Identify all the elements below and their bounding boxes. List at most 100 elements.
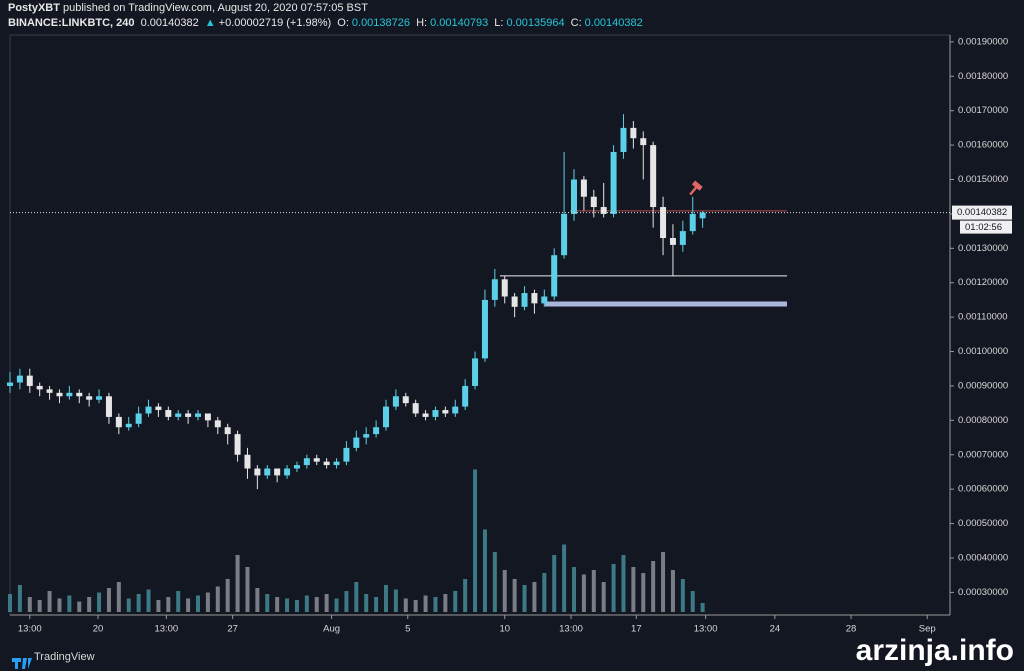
price-tag [952, 205, 1012, 220]
last-price: 0.00140382 [140, 17, 199, 29]
volume-bar [403, 598, 408, 612]
candle-body [432, 410, 439, 417]
x-tick-label: 27 [227, 624, 238, 635]
symbol-line: BINANCE:LINKBTC, 240 0.00140382 ▲ +0.0000… [8, 17, 646, 29]
volume-bar [482, 529, 487, 612]
tv-logo [12, 658, 32, 669]
volume-bar [304, 595, 309, 612]
candle-body [115, 416, 122, 428]
candle-body [333, 461, 340, 466]
close-label: C: [570, 17, 582, 29]
candle-body [580, 179, 587, 197]
volume-bar [265, 594, 270, 612]
volume-bar [581, 574, 586, 612]
y-tick-label: 0.00180000 [958, 71, 1008, 82]
volume-bar [205, 592, 210, 612]
candle-body [541, 296, 548, 304]
candle-body [303, 458, 310, 466]
candle-body [313, 458, 320, 462]
y-tick-label: 0.00190000 [958, 36, 1008, 47]
candle-body [699, 212, 706, 219]
volume-bar [492, 552, 497, 612]
volume-bar [572, 567, 576, 612]
y-tick-label: 0.00040000 [958, 552, 1008, 563]
y-tick-label: 0.00080000 [958, 415, 1008, 426]
x-tick-label: 13:00 [154, 624, 178, 635]
candle-body [214, 420, 221, 428]
candle-body [669, 237, 676, 245]
y-tick-label: 0.00050000 [958, 518, 1008, 529]
volume-bar [562, 544, 567, 612]
y-tick-label: 0.00030000 [958, 587, 1008, 598]
candle-body [135, 413, 142, 424]
candle-body [600, 207, 607, 214]
candle-body [472, 358, 479, 386]
x-tick-label: 17 [631, 624, 642, 635]
volume-bar [176, 591, 181, 612]
open-value: 0.00138726 [351, 17, 411, 29]
candle-body [501, 279, 508, 297]
watermark: arzinja.info [856, 634, 1014, 667]
volume-bar [37, 600, 42, 612]
publish-line: PostyXBT published on TradingView.com, Au… [8, 2, 371, 14]
close-value: 0.00140382 [584, 17, 643, 29]
volume-bar [27, 597, 32, 612]
candle-body [274, 468, 281, 476]
candle-body [244, 454, 251, 469]
volume-bar [186, 598, 191, 612]
up-arrow: ▲ [204, 17, 216, 29]
candle-body [323, 461, 330, 466]
open-label: O: [337, 17, 349, 29]
candle-body [620, 127, 627, 152]
countdown-tag [960, 220, 1012, 234]
volume-bar [354, 582, 359, 612]
x-tick-label: 24 [770, 624, 781, 635]
candle-body [7, 382, 13, 386]
volume-bar [196, 595, 200, 612]
candle-body [571, 179, 577, 214]
candle-body [630, 127, 637, 139]
x-tick-label: 13:00 [18, 624, 42, 635]
x-tick-label: 10 [499, 624, 510, 635]
candle-body [145, 406, 152, 414]
candle-body [373, 427, 380, 435]
volume-bar [285, 598, 290, 612]
candle-body [36, 385, 43, 390]
candle-body [462, 385, 469, 407]
symbol: BINANCE:LINKBTC, 240 [8, 17, 135, 29]
candle-body [561, 213, 568, 256]
candle-body [679, 231, 686, 245]
volume-bar [433, 597, 438, 612]
volume-bar [255, 588, 260, 612]
candle-body [16, 375, 23, 383]
candle-body [383, 406, 389, 428]
candle-body [343, 447, 350, 462]
candle-body [56, 392, 63, 397]
volume-bar [473, 469, 478, 612]
publisher: PostyXBT [8, 2, 60, 14]
volume-bar [670, 570, 675, 612]
y-tick-label: 0.00120000 [958, 277, 1008, 288]
candle-body [402, 396, 409, 404]
volume-bar [17, 585, 22, 612]
volume-bar [512, 579, 517, 612]
volume-bar [314, 597, 319, 612]
volume-bar [463, 579, 468, 612]
candle-body [293, 465, 300, 469]
candle-body [551, 255, 558, 297]
candle-body [412, 403, 419, 414]
change: +0.00002719 (+1.98%) [218, 17, 332, 29]
volume-bar [136, 594, 141, 612]
candle-body [204, 413, 211, 421]
volume-bar [8, 594, 12, 612]
candle-body [195, 413, 201, 417]
volume-bar [294, 600, 299, 612]
volume-bar [661, 552, 666, 612]
volume-bar [116, 582, 121, 612]
y-tick-label: 0.00170000 [958, 105, 1008, 116]
volume-bar [621, 555, 626, 612]
candle-body [86, 396, 93, 400]
high-value: 0.00140793 [430, 17, 489, 29]
volume-bar [374, 597, 379, 612]
